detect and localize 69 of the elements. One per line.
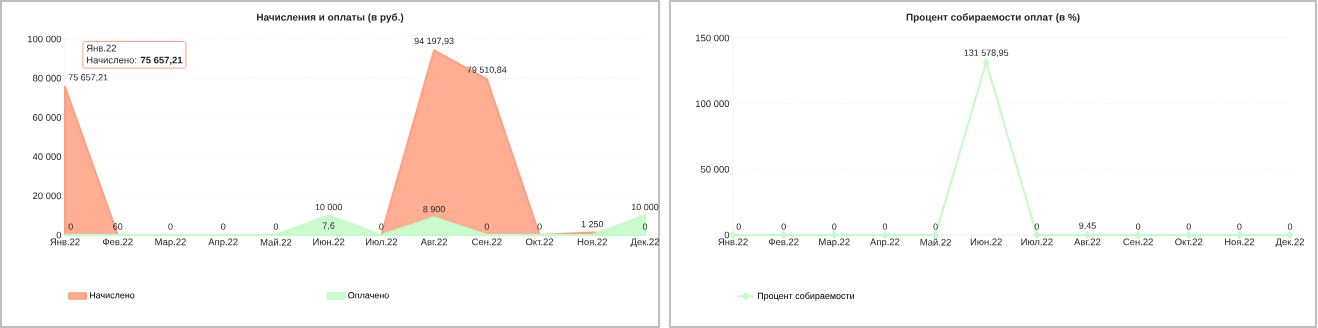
data-label: 0 xyxy=(832,223,837,230)
x-tick-label: Авг.22 xyxy=(1074,238,1101,246)
data-label: 0 xyxy=(537,223,542,230)
data-label: 0 xyxy=(1186,223,1191,230)
data-label: 0 xyxy=(273,223,279,230)
annotation: Янв.22 xyxy=(86,44,116,52)
data-label: 0 xyxy=(1237,223,1242,230)
data-label: 0 xyxy=(484,223,489,230)
y-tick-label: 100 000 xyxy=(28,35,62,43)
x-tick-label: Июл.22 xyxy=(365,238,398,246)
data-label: 0 xyxy=(781,223,786,230)
x-tick-label: Апр.22 xyxy=(870,238,900,248)
data-label: 94 197,93 xyxy=(414,37,454,46)
data-label: 75 657,21 xyxy=(68,74,108,82)
x-tick-label: Фев.22 xyxy=(768,238,799,246)
y-tick-label: 150 000 xyxy=(696,34,730,42)
data-label: 79 510,84 xyxy=(467,66,507,74)
data-label: 9,45 xyxy=(1079,222,1096,230)
data-label: 0 xyxy=(168,223,173,230)
data-label: 10 000 xyxy=(631,203,659,211)
x-tick-label: Июл.22 xyxy=(1021,238,1053,246)
y-tick-label: 80 000 xyxy=(32,74,62,82)
x-tick-label: Мар.22 xyxy=(819,238,850,248)
x-tick-label: Сен.22 xyxy=(472,238,502,246)
x-tick-label: Май.22 xyxy=(920,238,951,246)
data-label: 0 xyxy=(882,223,888,230)
x-tick-label: Дек.22 xyxy=(630,238,660,248)
data-label: 0 xyxy=(642,223,648,230)
x-tick-label: Янв.22 xyxy=(718,238,748,246)
y-tick-label: 0 xyxy=(724,231,730,239)
y-tick-label: 100 000 xyxy=(696,100,730,108)
x-tick-label: Июн.22 xyxy=(313,238,345,246)
data-label: 8 900 xyxy=(423,206,445,213)
y-tick-label: 40 000 xyxy=(32,153,62,160)
data-label: 0 xyxy=(1135,223,1141,230)
chart-title: Начисления и оплаты (в руб.) xyxy=(257,13,404,23)
data-label: 10 000 xyxy=(315,203,342,211)
x-tick-label: Мар.22 xyxy=(155,238,186,248)
y-tick-label: 50 000 xyxy=(700,165,730,173)
x-tick-label: Май.22 xyxy=(260,238,292,246)
legend-label: Начислено xyxy=(89,292,135,299)
x-tick-label: Сен.22 xyxy=(1123,238,1153,246)
data-label: 1 250 xyxy=(581,221,604,228)
data-label: 0 xyxy=(68,223,73,230)
data-label: 0 xyxy=(933,223,938,230)
data-label: 0 xyxy=(1034,223,1039,230)
x-tick-label: Фев.22 xyxy=(102,238,133,246)
annotation: Начислено: 75 657,21 xyxy=(87,56,183,65)
x-tick-label: Дек.22 xyxy=(1275,238,1305,248)
x-tick-label: Ноя.22 xyxy=(1224,238,1255,246)
data-label: 0 xyxy=(1287,223,1293,230)
x-tick-label: Июн.22 xyxy=(970,238,1002,246)
legend-label: Процент собираемости xyxy=(757,292,854,301)
data-label: 131 578,95 xyxy=(964,49,1009,57)
data-label: 7,6 xyxy=(322,222,335,230)
chart-title: Процент собираемости оплат (в %) xyxy=(906,13,1080,23)
x-tick-label: Авг.22 xyxy=(420,238,448,246)
data-label: 0 xyxy=(736,223,741,230)
data-label: 0 xyxy=(221,223,226,230)
legend-label: Оплачено xyxy=(348,292,389,299)
x-tick-label: Апр.22 xyxy=(208,238,238,248)
y-tick-label: 60 000 xyxy=(33,114,62,121)
y-tick-label: 20 000 xyxy=(33,192,62,200)
x-tick-label: Ноя.22 xyxy=(577,238,608,246)
x-tick-label: Окт.22 xyxy=(1175,238,1203,246)
y-tick-label: 0 xyxy=(56,231,62,239)
x-tick-label: Янв.22 xyxy=(50,238,80,246)
data-label: 0 xyxy=(379,223,384,230)
x-tick-label: Окт.22 xyxy=(525,238,554,246)
